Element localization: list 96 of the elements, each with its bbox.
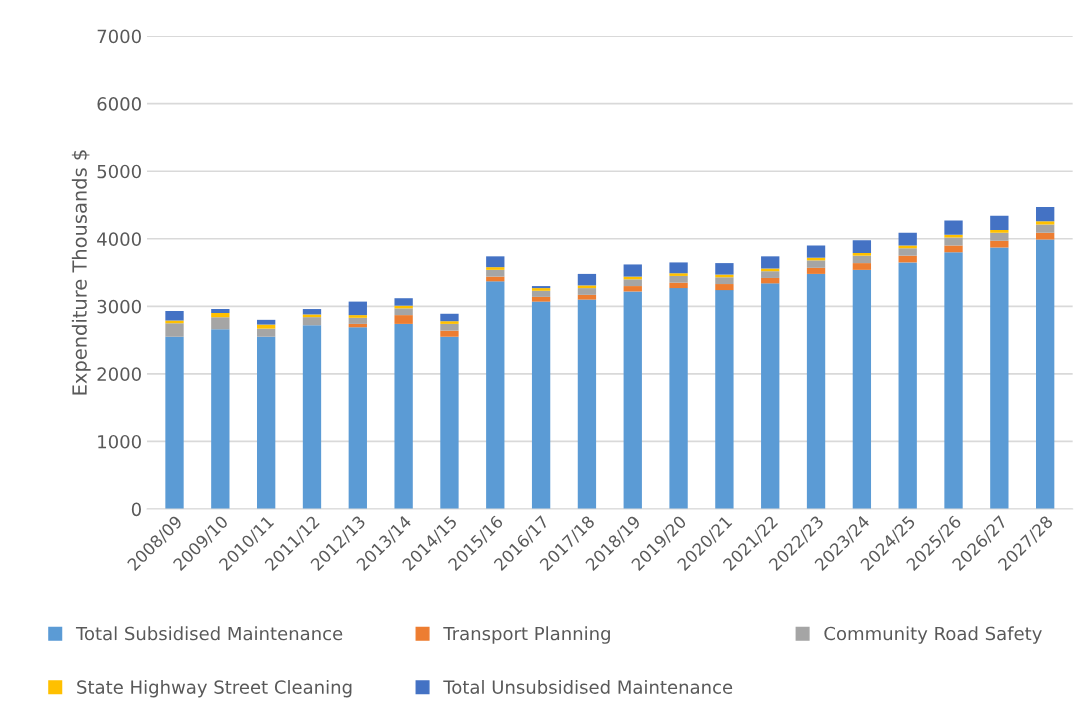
bar xyxy=(394,323,413,510)
bar xyxy=(394,298,413,306)
bar xyxy=(944,220,963,235)
bar xyxy=(852,269,872,510)
bar xyxy=(669,262,688,274)
bar xyxy=(669,288,688,510)
bar xyxy=(302,309,322,315)
bar xyxy=(531,301,551,510)
bar xyxy=(1036,221,1055,225)
bar xyxy=(394,308,413,316)
bar xyxy=(348,301,367,316)
bar xyxy=(852,240,872,253)
bar xyxy=(944,252,963,510)
bar xyxy=(944,237,963,246)
bar xyxy=(577,294,597,300)
bar xyxy=(990,247,1009,510)
bar xyxy=(486,281,505,510)
bar xyxy=(623,291,642,510)
bar xyxy=(256,324,276,329)
bar xyxy=(1036,239,1055,510)
bar xyxy=(898,248,917,256)
bar xyxy=(211,313,230,318)
bar xyxy=(1036,224,1055,233)
bar xyxy=(1036,207,1055,222)
bar xyxy=(302,317,322,326)
bar xyxy=(577,288,597,295)
legend-label: Transport Planning xyxy=(443,626,610,644)
y-tick-label: 5000 xyxy=(97,164,141,179)
bar xyxy=(440,336,459,510)
bar xyxy=(898,232,917,246)
y-tick-label: 0 xyxy=(131,502,141,517)
bar xyxy=(761,283,780,510)
bar xyxy=(852,263,872,270)
bar xyxy=(394,315,413,324)
bar xyxy=(440,313,459,322)
y-tick-label: 4000 xyxy=(97,232,141,246)
bar xyxy=(486,269,505,277)
bar xyxy=(165,336,184,510)
bar xyxy=(211,329,230,510)
bar xyxy=(302,325,322,510)
y-tick-label: 6000 xyxy=(97,97,141,111)
bar xyxy=(348,315,367,318)
bar xyxy=(256,328,276,337)
bar xyxy=(531,296,551,302)
y-axis-title: Expenditure Thousands $ xyxy=(71,150,91,395)
bar xyxy=(486,256,505,268)
bar xyxy=(256,336,276,510)
bar xyxy=(440,323,459,331)
bar xyxy=(623,264,642,277)
bar xyxy=(761,277,780,284)
bar xyxy=(440,330,459,337)
bar xyxy=(806,273,826,510)
bar xyxy=(669,273,688,276)
bar xyxy=(990,229,1009,233)
bar xyxy=(256,319,276,325)
bar xyxy=(623,279,642,287)
y-tick-label: 3000 xyxy=(97,299,141,314)
bar xyxy=(348,317,367,324)
bar xyxy=(852,255,872,264)
y-tick-label: 2000 xyxy=(97,367,141,382)
legend-label: State Highway Street Cleaning xyxy=(77,679,352,698)
bar xyxy=(761,256,780,269)
legend-label: Total Subsidised Maintenance xyxy=(75,626,343,641)
bar xyxy=(623,286,642,292)
bar xyxy=(990,232,1009,241)
bar xyxy=(486,267,505,270)
y-tick-label: 7000 xyxy=(97,29,141,44)
bar xyxy=(165,323,184,337)
bar xyxy=(852,252,872,256)
bar xyxy=(806,260,826,268)
bar xyxy=(761,271,780,278)
bar xyxy=(898,262,917,510)
bar xyxy=(165,311,184,321)
bar xyxy=(806,267,826,274)
bar xyxy=(577,299,597,510)
bar xyxy=(669,282,688,289)
bar xyxy=(669,275,688,283)
bar xyxy=(577,285,597,289)
bar xyxy=(715,284,734,291)
bar xyxy=(715,277,734,285)
bar xyxy=(211,317,230,330)
bar xyxy=(990,240,1009,248)
bar xyxy=(944,245,963,253)
bar xyxy=(577,273,597,286)
bar xyxy=(715,263,734,275)
bar xyxy=(806,245,826,258)
bar xyxy=(302,314,322,318)
legend-label: Community Road Safety xyxy=(824,626,1042,644)
bar xyxy=(990,215,1009,230)
bar xyxy=(440,321,459,324)
bar xyxy=(531,290,551,297)
y-tick-label: 1000 xyxy=(98,434,141,449)
bar xyxy=(348,327,367,510)
bar xyxy=(715,290,734,510)
legend-label: Total Unsubsidised Maintenance xyxy=(443,679,733,694)
bar xyxy=(211,309,230,314)
